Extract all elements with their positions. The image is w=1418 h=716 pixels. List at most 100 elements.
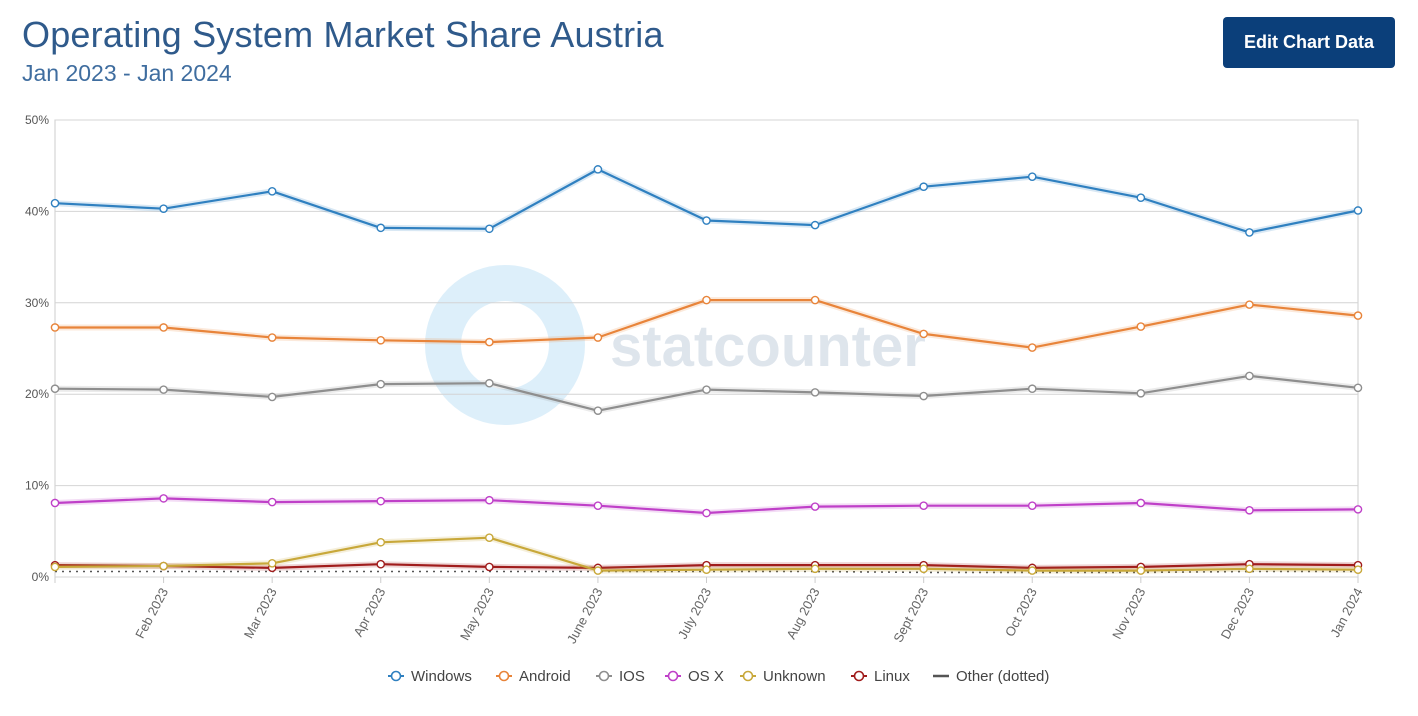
data-point[interactable] <box>159 494 168 503</box>
data-point[interactable] <box>702 565 711 574</box>
data-point[interactable] <box>593 165 603 174</box>
data-point[interactable] <box>376 496 386 506</box>
data-point[interactable] <box>485 495 494 505</box>
data-point[interactable] <box>159 561 168 571</box>
data-point[interactable] <box>1136 566 1146 575</box>
data-point[interactable] <box>267 497 277 507</box>
data-point[interactable] <box>267 186 277 196</box>
legend-item[interactable]: Android <box>496 668 571 685</box>
x-tick-label: Nov 2023 <box>1109 585 1148 641</box>
data-point[interactable] <box>485 533 494 542</box>
data-point[interactable] <box>1245 300 1254 309</box>
data-point[interactable] <box>485 224 494 234</box>
x-axis: Feb 2023 Mar 2023 Apr 2023 May 2023 June 202… <box>54 577 1366 646</box>
data-point[interactable] <box>593 333 603 342</box>
legend-label: OS X <box>688 668 724 685</box>
legend-label: Windows <box>411 668 472 685</box>
data-point[interactable] <box>593 406 603 415</box>
legend-item[interactable]: Other (dotted) <box>933 668 1049 685</box>
data-point[interactable] <box>702 216 711 225</box>
data-point[interactable] <box>159 385 168 394</box>
data-point[interactable] <box>810 295 820 305</box>
data-point[interactable] <box>1353 206 1363 215</box>
data-point[interactable] <box>376 379 386 389</box>
data-point[interactable] <box>1136 388 1146 398</box>
legend-item[interactable]: IOS <box>596 668 645 685</box>
data-point[interactable] <box>1027 343 1037 352</box>
data-point[interactable] <box>376 223 386 233</box>
data-point[interactable] <box>702 295 711 305</box>
data-point[interactable] <box>1353 383 1363 393</box>
data-point[interactable] <box>810 564 820 574</box>
legend-marker-icon <box>598 670 610 682</box>
x-tick-label: July 2023 <box>675 585 714 641</box>
data-point[interactable] <box>50 562 60 572</box>
data-point[interactable] <box>159 204 168 213</box>
legend-marker-icon <box>742 670 754 682</box>
watermark-logo-icon <box>425 265 585 425</box>
data-point[interactable] <box>376 335 386 345</box>
data-point[interactable] <box>159 323 168 332</box>
legend-label: Unknown <box>763 668 826 685</box>
data-point[interactable] <box>50 198 60 208</box>
x-tick-label: Mar 2023 <box>241 585 280 641</box>
data-point[interactable] <box>919 391 928 401</box>
legend-item[interactable]: Unknown <box>740 668 826 685</box>
legend-item[interactable]: Linux <box>851 668 910 685</box>
data-point[interactable] <box>810 220 820 230</box>
y-tick-label: 20% <box>25 387 49 401</box>
data-point[interactable] <box>810 502 820 511</box>
y-tick-label: 50% <box>25 113 49 127</box>
legend-item[interactable]: Windows <box>388 668 472 685</box>
data-point[interactable] <box>1245 564 1254 574</box>
data-point[interactable] <box>1027 566 1037 575</box>
data-point[interactable] <box>593 566 603 575</box>
chart-legend[interactable]: Windows Android IOS OS X Unknown Linux Other (… <box>388 668 1049 685</box>
data-point[interactable] <box>485 378 494 388</box>
data-point[interactable] <box>1245 371 1254 381</box>
data-point[interactable] <box>1027 172 1037 181</box>
data-point[interactable] <box>1027 501 1037 511</box>
data-point[interactable] <box>1027 384 1037 394</box>
data-point[interactable] <box>919 564 928 574</box>
legend-marker-icon <box>853 670 865 682</box>
data-point[interactable] <box>702 508 711 518</box>
data-point[interactable] <box>593 501 603 511</box>
data-point[interactable] <box>1136 193 1146 202</box>
x-tick-label: Aug 2023 <box>783 585 822 641</box>
data-point[interactable] <box>1136 498 1146 508</box>
legend-item[interactable]: OS X <box>665 668 724 685</box>
data-point[interactable] <box>376 537 386 547</box>
data-point[interactable] <box>919 329 928 339</box>
data-point[interactable] <box>1136 322 1146 331</box>
series-ios <box>50 371 1363 415</box>
data-point[interactable] <box>485 562 494 572</box>
data-point[interactable] <box>702 385 711 394</box>
data-point[interactable] <box>50 384 60 394</box>
x-tick-label: June 2023 <box>564 585 606 646</box>
data-point[interactable] <box>1245 505 1254 515</box>
data-point[interactable] <box>1353 505 1363 514</box>
data-point[interactable] <box>376 559 386 569</box>
x-tick-label: Oct 2023 <box>1002 585 1040 639</box>
data-point[interactable] <box>919 182 928 192</box>
y-tick-label: 40% <box>25 204 49 218</box>
data-point[interactable] <box>1353 311 1363 320</box>
data-point[interactable] <box>1353 565 1363 574</box>
data-point[interactable] <box>267 333 277 342</box>
data-point[interactable] <box>1245 228 1254 237</box>
data-point[interactable] <box>50 323 60 332</box>
legend-marker-icon <box>667 670 679 682</box>
legend-label: IOS <box>619 668 645 685</box>
data-point[interactable] <box>50 498 60 508</box>
legend-marker-icon <box>498 670 510 682</box>
data-point[interactable] <box>267 558 277 568</box>
data-point[interactable] <box>919 501 928 511</box>
edit-chart-data-button[interactable]: Edit Chart Data <box>1223 17 1395 68</box>
y-tick-label: 30% <box>25 296 49 310</box>
data-point[interactable] <box>485 337 494 347</box>
data-point[interactable] <box>810 388 820 397</box>
page-subtitle: Jan 2023 - Jan 2024 <box>22 60 232 86</box>
data-point[interactable] <box>267 392 277 402</box>
